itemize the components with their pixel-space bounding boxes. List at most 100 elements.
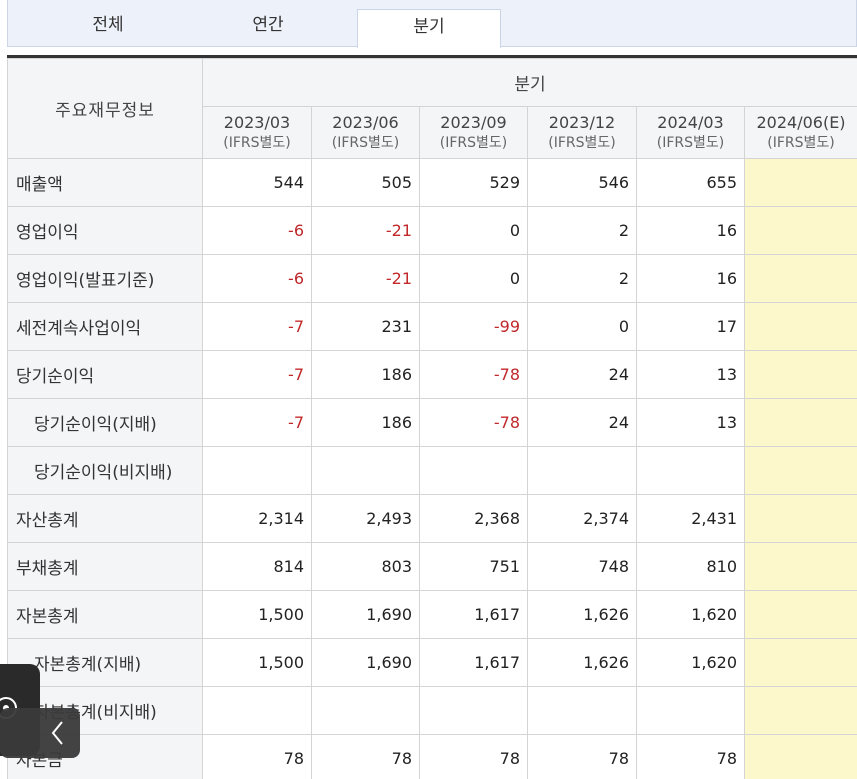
table-cell: 231	[312, 303, 420, 351]
back-button[interactable]	[0, 708, 80, 758]
tab-quarterly[interactable]: 분기	[357, 9, 501, 48]
period-basis: (IFRS별도)	[203, 133, 311, 153]
table-cell: 78	[420, 735, 528, 779]
period-header: 2023/09(IFRS별도)	[420, 107, 528, 159]
table-cell: -99	[420, 303, 528, 351]
table-cell: 186	[312, 351, 420, 399]
table-cell: 1,617	[420, 639, 528, 687]
period-basis: (IFRS별도)	[528, 133, 636, 153]
table-cell: 814	[203, 543, 312, 591]
table-cell: -7	[203, 399, 312, 447]
table-cell: 1,617	[420, 591, 528, 639]
table-cell: 655	[637, 159, 745, 207]
table-cell: 13	[637, 351, 745, 399]
period-header: 2023/06(IFRS별도)	[312, 107, 420, 159]
table-cell: 186	[312, 399, 420, 447]
table-cell	[528, 447, 637, 495]
table-cell	[745, 447, 857, 495]
table-cell: 24	[528, 351, 637, 399]
financial-summary-table: 주요재무정보 분기 2023/03(IFRS별도)2023/06(IFRS별도)…	[7, 55, 857, 779]
table-cell: 13	[637, 399, 745, 447]
table-cell: -6	[203, 207, 312, 255]
table-cell	[312, 447, 420, 495]
table-cell: -21	[312, 255, 420, 303]
table-cell: 1,690	[312, 639, 420, 687]
table-cell	[745, 495, 857, 543]
table-cell: 529	[420, 159, 528, 207]
table-cell	[745, 207, 857, 255]
period-date: 2023/12	[528, 113, 636, 133]
table-cell	[528, 687, 637, 735]
table-cell: 16	[637, 255, 745, 303]
row-label: 세전계속사업이익	[8, 303, 203, 351]
table-cell	[745, 159, 857, 207]
row-label: 자본총계	[8, 591, 203, 639]
table-cell: -7	[203, 351, 312, 399]
period-date: 2023/06	[312, 113, 419, 133]
tab-annual-label: 연간	[252, 15, 283, 35]
table-cell: 810	[637, 543, 745, 591]
table-cell	[637, 687, 745, 735]
row-label: 영업이익	[8, 207, 203, 255]
table-cell	[312, 687, 420, 735]
table-cell: 0	[420, 207, 528, 255]
tab-annual[interactable]: 연간	[178, 0, 358, 47]
table-cell: -78	[420, 351, 528, 399]
tab-quarterly-label: 분기	[413, 17, 444, 37]
row-label: 영업이익(발표기준)	[8, 255, 203, 303]
table-cell: -21	[312, 207, 420, 255]
table-cell: 24	[528, 399, 637, 447]
row-label: 당기순이익(비지배)	[8, 447, 203, 495]
table-row: 자본총계(비지배)	[8, 687, 857, 735]
table-cell	[745, 639, 857, 687]
period-date: 2024/06(E)	[745, 113, 857, 133]
table-cell	[203, 447, 312, 495]
table-cell	[745, 351, 857, 399]
table-cell	[745, 303, 857, 351]
row-label: 매출액	[8, 159, 203, 207]
table-cell: 16	[637, 207, 745, 255]
table-cell: 803	[312, 543, 420, 591]
table-cell	[745, 399, 857, 447]
table-cell: -6	[203, 255, 312, 303]
table-cell: 78	[312, 735, 420, 779]
table-cell: 1,620	[637, 591, 745, 639]
tab-all-label: 전체	[92, 15, 123, 35]
period-basis: (IFRS별도)	[637, 133, 744, 153]
table-cell: -7	[203, 303, 312, 351]
period-basis: (IFRS별도)	[420, 133, 527, 153]
period-basis: (IFRS별도)	[312, 133, 419, 153]
table-cell: 0	[528, 303, 637, 351]
quarterly-group-header: 분기	[203, 59, 857, 107]
financial-table: 주요재무정보 분기 2023/03(IFRS별도)2023/06(IFRS별도)…	[7, 58, 857, 779]
table-cell	[637, 447, 745, 495]
table-cell: 1,690	[312, 591, 420, 639]
period-tab-bar: 전체 연간 분기	[7, 0, 857, 47]
table-cell: 505	[312, 159, 420, 207]
table-cell	[745, 735, 857, 779]
period-header: 2023/12(IFRS별도)	[528, 107, 637, 159]
period-date: 2024/03	[637, 113, 744, 133]
table-cell	[745, 591, 857, 639]
row-label: 당기순이익(지배)	[8, 399, 203, 447]
row-label: 부채총계	[8, 543, 203, 591]
period-header: 2024/03(IFRS별도)	[637, 107, 745, 159]
period-date: 2023/03	[203, 113, 311, 133]
table-cell: -78	[420, 399, 528, 447]
table-cell: 17	[637, 303, 745, 351]
table-cell: 0	[420, 255, 528, 303]
table-cell	[745, 543, 857, 591]
period-header: 2024/06(E)(IFRS별도)	[745, 107, 857, 159]
table-cell: 1,500	[203, 639, 312, 687]
table-cell	[745, 687, 857, 735]
period-header: 2023/03(IFRS별도)	[203, 107, 312, 159]
period-basis: (IFRS별도)	[745, 133, 857, 153]
table-cell: 78	[528, 735, 637, 779]
